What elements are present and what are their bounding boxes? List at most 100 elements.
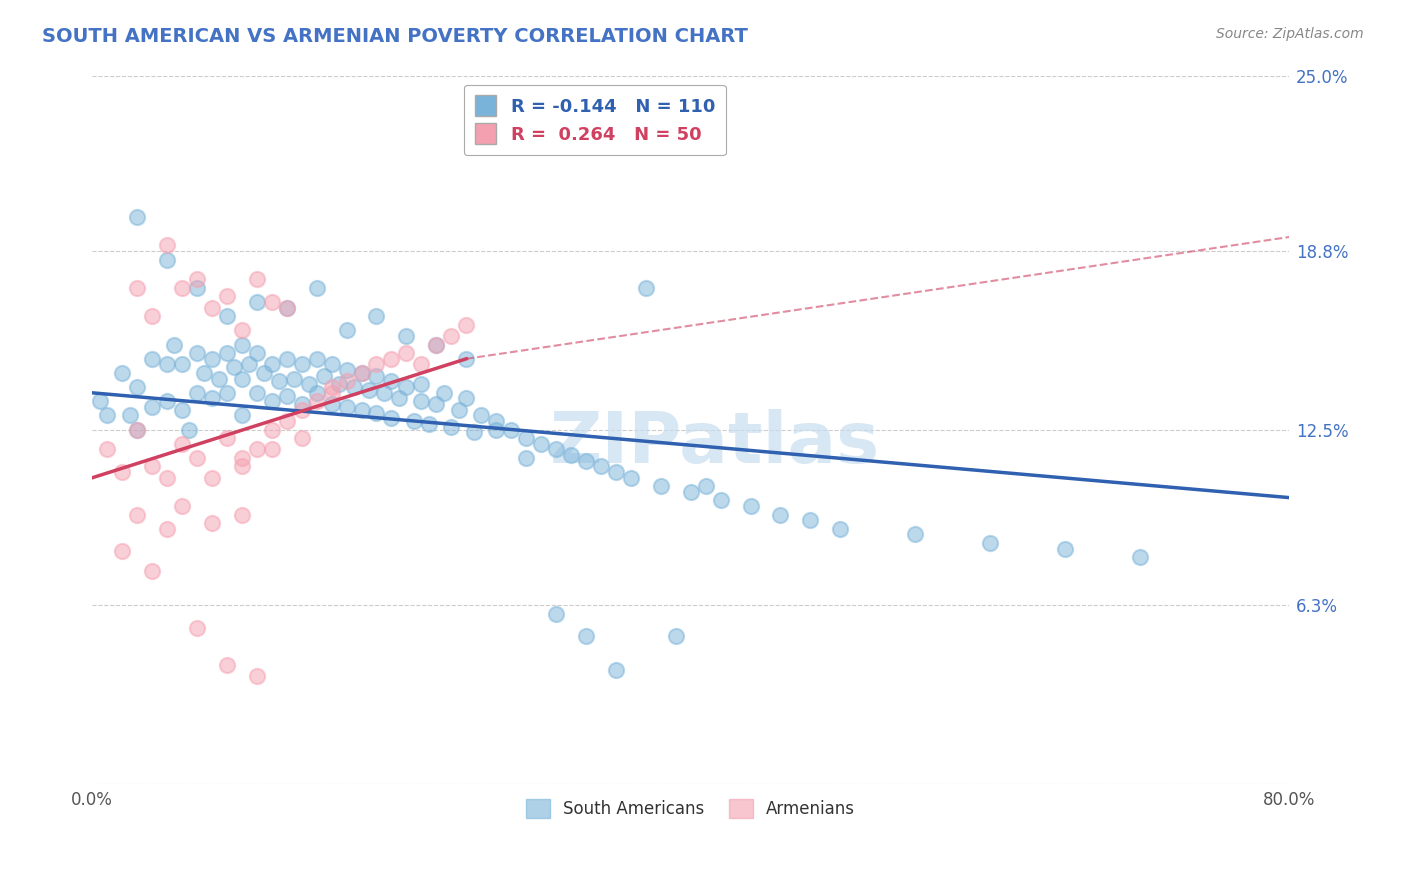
Point [170, 402, 193, 417]
Point [156, 238, 179, 252]
Point [830, 522, 852, 536]
Point [291, 397, 314, 411]
Point [395, 329, 418, 343]
Point [163, 337, 186, 351]
Point [111, 465, 134, 479]
Point [395, 380, 418, 394]
Point [485, 423, 508, 437]
Point [224, 360, 246, 375]
Point [246, 295, 269, 310]
Point [305, 351, 328, 366]
Point [298, 377, 321, 392]
Text: Source: ZipAtlas.com: Source: ZipAtlas.com [1216, 27, 1364, 41]
Point [710, 493, 733, 508]
Point [350, 366, 373, 380]
Point [456, 318, 478, 332]
Point [411, 377, 433, 392]
Point [575, 454, 598, 468]
Point [186, 621, 208, 635]
Point [321, 397, 343, 411]
Point [215, 289, 238, 303]
Point [366, 406, 388, 420]
Point [246, 272, 269, 286]
Point [1053, 541, 1076, 556]
Point [769, 508, 792, 522]
Point [170, 499, 193, 513]
Point [156, 252, 179, 267]
Point [186, 346, 208, 360]
Point [260, 442, 283, 457]
Point [253, 366, 276, 380]
Point [411, 358, 433, 372]
Point [366, 368, 388, 383]
Point [276, 389, 298, 403]
Point [695, 479, 717, 493]
Point [380, 375, 402, 389]
Point [208, 371, 231, 385]
Point [373, 385, 395, 400]
Point [231, 323, 253, 337]
Point [335, 375, 357, 389]
Point [276, 414, 298, 428]
Point [276, 301, 298, 315]
Point [575, 629, 598, 643]
Point [605, 465, 627, 479]
Point [544, 607, 567, 621]
Point [305, 385, 328, 400]
Point [156, 358, 179, 372]
Point [620, 471, 643, 485]
Point [799, 513, 821, 527]
Point [231, 337, 253, 351]
Point [170, 281, 193, 295]
Point [343, 380, 366, 394]
Point [447, 402, 470, 417]
Point [470, 409, 492, 423]
Point [530, 437, 553, 451]
Point [156, 471, 179, 485]
Point [215, 431, 238, 445]
Point [141, 351, 163, 366]
Text: ZIPatlas: ZIPatlas [550, 409, 880, 478]
Point [125, 508, 148, 522]
Point [411, 394, 433, 409]
Point [1129, 550, 1152, 565]
Point [515, 450, 537, 465]
Point [276, 351, 298, 366]
Point [380, 351, 402, 366]
Point [269, 375, 291, 389]
Point [246, 385, 269, 400]
Point [321, 358, 343, 372]
Point [335, 323, 357, 337]
Point [440, 329, 463, 343]
Point [89, 394, 111, 409]
Point [321, 380, 343, 394]
Point [605, 664, 627, 678]
Point [679, 485, 702, 500]
Point [215, 346, 238, 360]
Point [350, 402, 373, 417]
Legend: South Americans, Armenians: South Americans, Armenians [520, 792, 862, 825]
Point [291, 402, 314, 417]
Point [111, 544, 134, 558]
Point [215, 385, 238, 400]
Point [125, 423, 148, 437]
Point [305, 281, 328, 295]
Point [125, 423, 148, 437]
Point [740, 499, 762, 513]
Point [156, 522, 179, 536]
Point [201, 392, 224, 406]
Point [463, 425, 485, 440]
Point [231, 508, 253, 522]
Point [321, 385, 343, 400]
Point [283, 371, 305, 385]
Point [215, 657, 238, 672]
Point [560, 448, 582, 462]
Point [156, 394, 179, 409]
Point [260, 295, 283, 310]
Point [141, 564, 163, 578]
Point [433, 385, 456, 400]
Point [186, 385, 208, 400]
Point [904, 527, 927, 541]
Point [515, 431, 537, 445]
Point [170, 358, 193, 372]
